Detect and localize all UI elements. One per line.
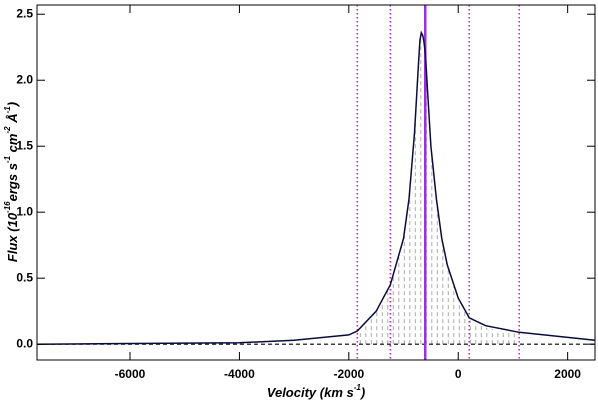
- y-axis-label: Flux (10-16ergs s-1 cm-2 Å-1): [3, 102, 20, 262]
- y-tick-label: 2.0: [16, 72, 33, 86]
- x-tick-label: -6000: [115, 367, 146, 381]
- y-tick-label: 0.5: [16, 270, 33, 284]
- label-part: Å: [5, 113, 20, 126]
- label-part: Flux (10: [5, 212, 20, 262]
- x-axis-label: Velocity (km s-1): [267, 383, 365, 400]
- x-tick-label: 0: [455, 367, 462, 381]
- y-tick-label: 1.5: [16, 138, 33, 152]
- label-part: -1: [3, 155, 12, 163]
- label-part: -16: [3, 201, 12, 213]
- y-tick-label: 0.0: [16, 336, 33, 350]
- x-tick-label: -2000: [333, 367, 364, 381]
- x-tick-label: -4000: [224, 367, 255, 381]
- label-part: -1: [3, 106, 12, 114]
- y-tick-label: 2.5: [16, 6, 33, 20]
- label-part: ): [5, 102, 20, 108]
- x-tick-label: 2000: [554, 367, 581, 381]
- label-part: -1: [354, 383, 362, 392]
- label-part: cm: [5, 133, 20, 156]
- label-part: Velocity (km s: [267, 385, 354, 400]
- label-part: ): [359, 385, 365, 400]
- flux-line: [36, 30, 596, 345]
- plot-frame: [36, 4, 596, 361]
- label-part: -2: [3, 126, 12, 134]
- y-tick-label: 1.0: [16, 204, 33, 218]
- label-part: ergs s: [5, 163, 20, 201]
